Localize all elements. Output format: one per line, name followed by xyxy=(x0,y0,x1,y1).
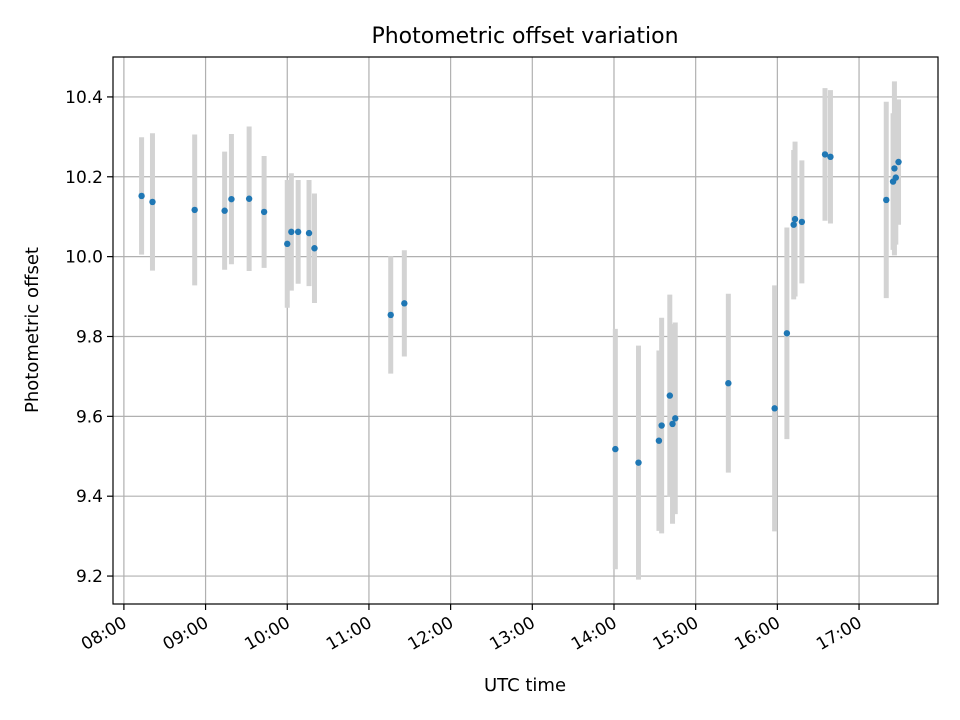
y-tick-label: 10.4 xyxy=(65,88,103,108)
plot-frame xyxy=(112,56,939,605)
data-point xyxy=(883,196,890,204)
data-point xyxy=(655,437,663,444)
data-point xyxy=(288,228,295,236)
data-point xyxy=(245,195,253,202)
y-tick-label: 10.2 xyxy=(65,168,103,188)
data-point xyxy=(305,229,313,237)
data-point xyxy=(892,174,899,181)
data-point xyxy=(284,240,291,248)
data-point xyxy=(821,151,829,158)
data-point xyxy=(725,380,732,387)
data-point xyxy=(827,153,834,161)
grid xyxy=(113,57,938,604)
data-point xyxy=(260,208,268,216)
y-tick-label: 9.6 xyxy=(76,407,103,427)
y-axis-ticks: 9.2 9.4 9.6 9.8 10.0 10.2 10.4 xyxy=(65,88,113,587)
data-point xyxy=(891,165,898,172)
y-axis-label: Photometric offset xyxy=(22,247,43,413)
data-point xyxy=(228,195,235,203)
data-point xyxy=(895,158,902,166)
data-point xyxy=(771,405,778,412)
data-point xyxy=(635,459,642,466)
data-point xyxy=(191,206,198,214)
y-tick-label: 9.2 xyxy=(76,567,103,587)
data-point xyxy=(149,198,156,206)
data-point xyxy=(221,207,228,214)
data-point xyxy=(311,245,318,252)
data-point xyxy=(138,192,145,200)
data-point xyxy=(612,445,619,453)
data-point xyxy=(387,311,394,319)
data-point xyxy=(294,228,302,236)
data-point xyxy=(672,415,679,422)
data-point xyxy=(798,218,806,226)
data-points xyxy=(138,151,902,466)
chart-title: Photometric offset variation xyxy=(371,24,678,49)
data-point xyxy=(783,330,791,337)
y-tick-label: 9.8 xyxy=(76,327,103,347)
y-tick-label: 9.4 xyxy=(76,487,103,507)
data-point xyxy=(658,422,665,429)
data-point xyxy=(790,221,797,228)
data-point xyxy=(791,215,799,223)
x-axis-label: UTC time xyxy=(484,675,566,696)
data-point xyxy=(666,392,674,399)
y-tick-label: 10.0 xyxy=(65,248,103,268)
data-point xyxy=(669,420,676,428)
data-point xyxy=(401,300,408,307)
